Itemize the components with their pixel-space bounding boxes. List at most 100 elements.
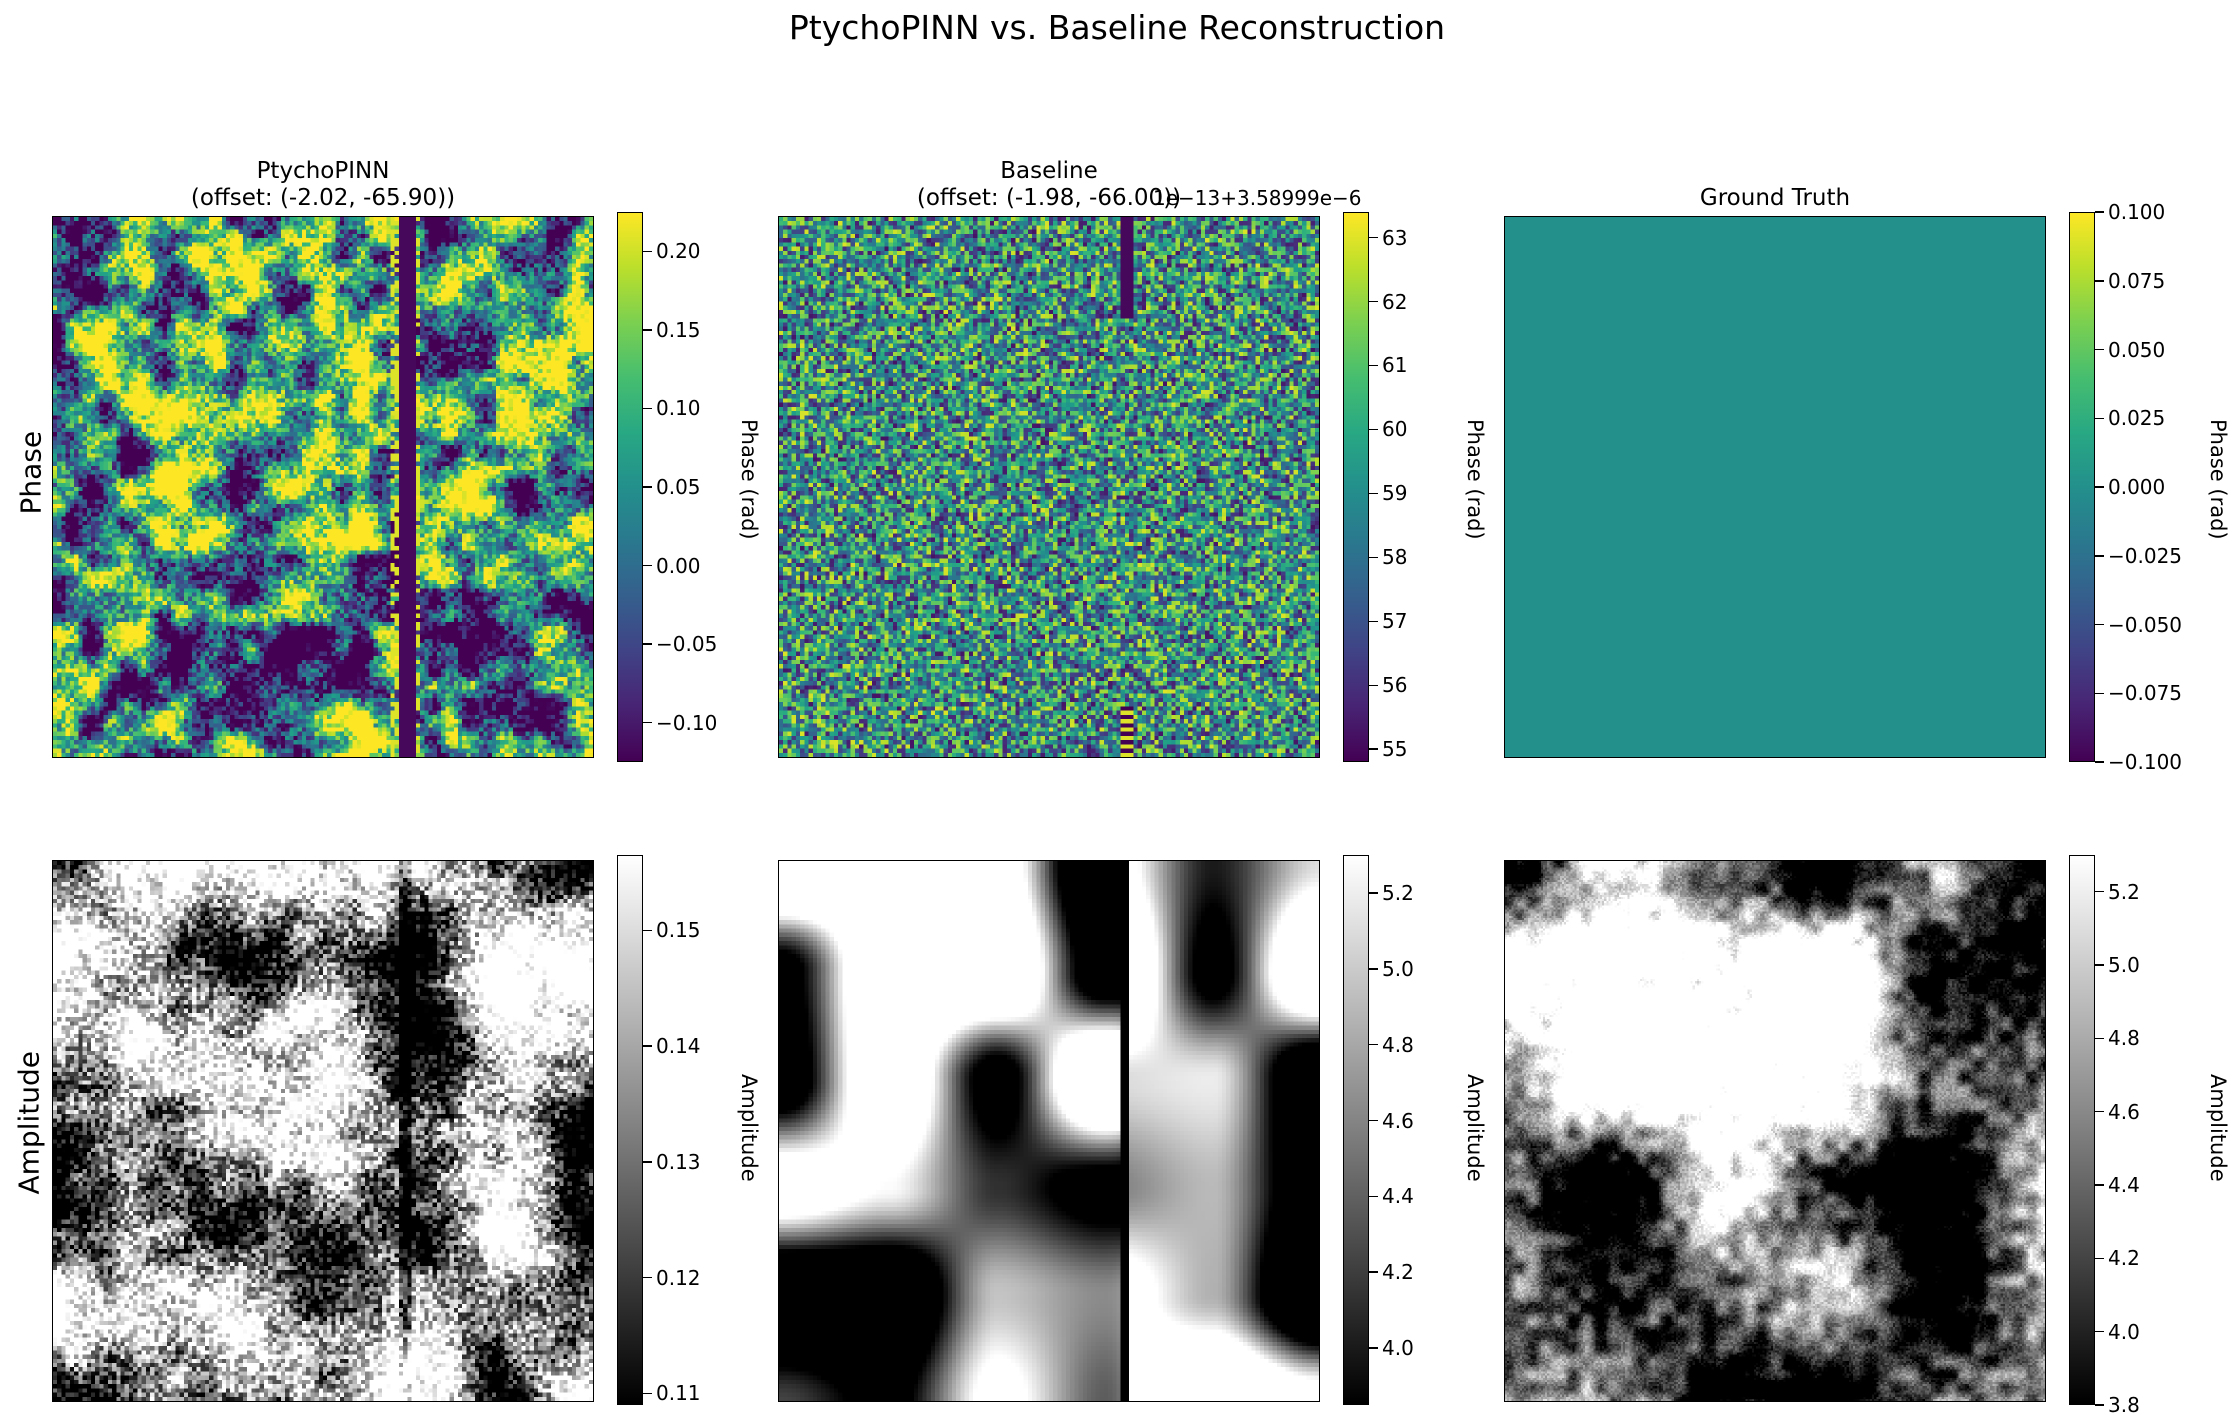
- panel-4-heatmap-image: [53, 861, 593, 1401]
- panel-6-colorbar-tick: [2095, 1404, 2104, 1406]
- panel-1-title: PtychoPINN (offset: (-2.02, -65.90)): [190, 158, 456, 211]
- panel-6-colorbar: [2069, 855, 2095, 1405]
- panel-5-colorbar-tick-label: 5.0: [1382, 956, 1414, 981]
- panel-3-colorbar-tick: [2095, 555, 2104, 557]
- panel-1-colorbar-tick: [643, 329, 652, 331]
- panel-2-colorbar-label: Phase (rad): [1463, 418, 1487, 540]
- panel-4-colorbar-tick-label: 0.14: [656, 1034, 701, 1059]
- panel-1-heatmap: [52, 216, 594, 758]
- panel-6-colorbar-tick-label: 5.2: [2108, 879, 2140, 904]
- panel-6-colorbar-tick-label: 4.6: [2108, 1099, 2140, 1124]
- panel-2-colorbar-tick: [1369, 300, 1378, 303]
- panel-6-colorbar-tick: [2095, 1184, 2104, 1186]
- panel-3-colorbar-tick: [2095, 348, 2104, 351]
- panel-6-colorbar-tick-label: 4.8: [2108, 1026, 2140, 1051]
- panel-2-colorbar-tick-label: 60: [1382, 417, 1408, 442]
- panel-5-colorbar-tick: [1369, 1271, 1378, 1273]
- panel-5-heatmap-image: [779, 861, 1319, 1401]
- panel-4-colorbar-tick-label: 0.12: [656, 1265, 701, 1290]
- panel-2-heatmap-image: [779, 217, 1319, 757]
- panel-2-title: Baseline (offset: (-1.98, -66.00)): [916, 158, 1182, 211]
- panel-1-colorbar-label: Phase (rad): [737, 418, 761, 540]
- panel-6-colorbar-tick-label: 4.2: [2108, 1246, 2140, 1271]
- panel-6-colorbar-tick: [2095, 1110, 2104, 1113]
- panel-1-colorbar-tick: [643, 486, 652, 488]
- panel-3-title: Ground Truth: [1699, 185, 1851, 211]
- panel-3-colorbar-tick: [2095, 280, 2104, 282]
- panel-4-colorbar-tick-label: 0.15: [656, 918, 701, 943]
- panel-3-colorbar-tick-label: −0.075: [2108, 681, 2183, 706]
- row-label-amplitude: Amplitude: [12, 1051, 46, 1195]
- panel-4-colorbar-tick: [643, 1276, 652, 1279]
- panel-4-colorbar-label: Amplitude: [737, 1074, 761, 1182]
- panel-1-colorbar-tick-label: 0.10: [656, 396, 701, 421]
- panel-6-colorbar-tick: [2095, 890, 2104, 893]
- panel-2-colorbar-tick-label: 61: [1382, 353, 1408, 378]
- panel-6-colorbar-label: Amplitude: [2206, 1074, 2230, 1182]
- panel-2-colorbar-tick: [1369, 492, 1378, 495]
- panel-1-colorbar-tick: [643, 721, 652, 724]
- panel-5-colorbar-tick-label: 5.2: [1382, 880, 1414, 905]
- panel-2-colorbar-tick-label: 59: [1382, 481, 1408, 506]
- panel-2-colorbar-tick: [1369, 556, 1378, 559]
- panel-3-colorbar-tick: [2095, 417, 2104, 419]
- panel-3-colorbar-tick: [2095, 623, 2104, 626]
- panel-6-colorbar-tick-label: 4.4: [2108, 1173, 2140, 1197]
- panel-1-colorbar-tick: [643, 643, 652, 645]
- panel-6-colorbar-tick-label: 3.8: [2108, 1393, 2140, 1417]
- panel-4-colorbar-tick: [643, 929, 652, 931]
- panel-6-heatmap-image: [1505, 861, 2045, 1401]
- row-label-phase: Phase: [14, 430, 48, 515]
- panel-1-colorbar-tick: [643, 250, 652, 253]
- panel-6-colorbar-tick-label: 4.0: [2108, 1319, 2140, 1344]
- panel-2-colorbar-tick: [1369, 364, 1378, 367]
- panel-3-colorbar-label: Phase (rad): [2206, 418, 2230, 540]
- panel-5-colorbar-tick: [1369, 968, 1378, 970]
- panel-2-colorbar-tick: [1369, 620, 1378, 623]
- panel-3-colorbar-tick-label: 0.075: [2108, 268, 2166, 293]
- panel-5-colorbar-tick: [1369, 1195, 1378, 1198]
- panel-3-colorbar-tick: [2095, 692, 2104, 694]
- panel-3-colorbar-tick-label: −0.050: [2108, 612, 2183, 637]
- panel-3-colorbar-tick: [2095, 761, 2104, 763]
- panel-1-colorbar-tick-label: −0.10: [656, 710, 718, 735]
- panel-6-colorbar-tick: [2095, 964, 2104, 966]
- panel-5-colorbar-tick-label: 4.2: [1382, 1260, 1414, 1285]
- panel-4-colorbar-tick: [643, 1161, 652, 1163]
- panel-2-heatmap: [778, 216, 1320, 758]
- panel-4-colorbar-tick-label: 0.11: [656, 1381, 701, 1406]
- panel-3-colorbar-tick: [2095, 211, 2104, 213]
- panel-4-colorbar: [617, 855, 643, 1405]
- panel-1-colorbar-tick: [643, 407, 652, 410]
- panel-4-colorbar-tick: [643, 1392, 652, 1395]
- panel-5-heatmap: [778, 860, 1320, 1402]
- panel-5-colorbar-tick-label: 4.4: [1382, 1184, 1414, 1209]
- panel-3-colorbar-tick-label: 0.000: [2108, 475, 2166, 499]
- panel-3-colorbar-tick-label: 0.100: [2108, 200, 2166, 224]
- panel-4-colorbar-tick: [643, 1045, 652, 1047]
- panel-1-colorbar-tick-label: 0.00: [656, 553, 701, 578]
- panel-2-colorbar-tick-label: 62: [1382, 289, 1408, 314]
- panel-6-heatmap: [1504, 860, 2046, 1402]
- panel-3-colorbar-tick: [2095, 486, 2104, 488]
- panel-4-heatmap: [52, 860, 594, 1402]
- panel-5-colorbar-tick: [1369, 1347, 1378, 1349]
- panel-5-colorbar-tick: [1369, 892, 1378, 894]
- panel-5-colorbar-tick-label: 4.6: [1382, 1108, 1414, 1133]
- panel-3-heatmap-image: [1505, 217, 2045, 757]
- panel-2-colorbar-tick: [1369, 684, 1378, 686]
- panel-2-colorbar-offset-text: 1e−13+3.58999e−6: [1153, 186, 1362, 210]
- panel-6-colorbar-tick: [2095, 1330, 2104, 1333]
- panel-5-colorbar-tick: [1369, 1043, 1378, 1046]
- panel-1-colorbar-tick-label: −0.05: [656, 632, 718, 657]
- panel-2-colorbar-tick: [1369, 236, 1378, 239]
- panel-3-colorbar-tick-label: −0.100: [2108, 750, 2183, 774]
- panel-4-colorbar-tick-label: 0.13: [656, 1149, 701, 1174]
- panel-6-colorbar-tick-label: 5.0: [2108, 953, 2140, 977]
- panel-3-colorbar-tick-label: 0.050: [2108, 337, 2166, 362]
- panel-6-colorbar-tick: [2095, 1037, 2104, 1040]
- panel-1-colorbar-tick-label: 0.15: [656, 317, 701, 342]
- panel-3-colorbar: [2069, 212, 2095, 762]
- panel-3-colorbar-tick-label: 0.025: [2108, 406, 2166, 431]
- panel-2-colorbar-tick: [1369, 748, 1378, 750]
